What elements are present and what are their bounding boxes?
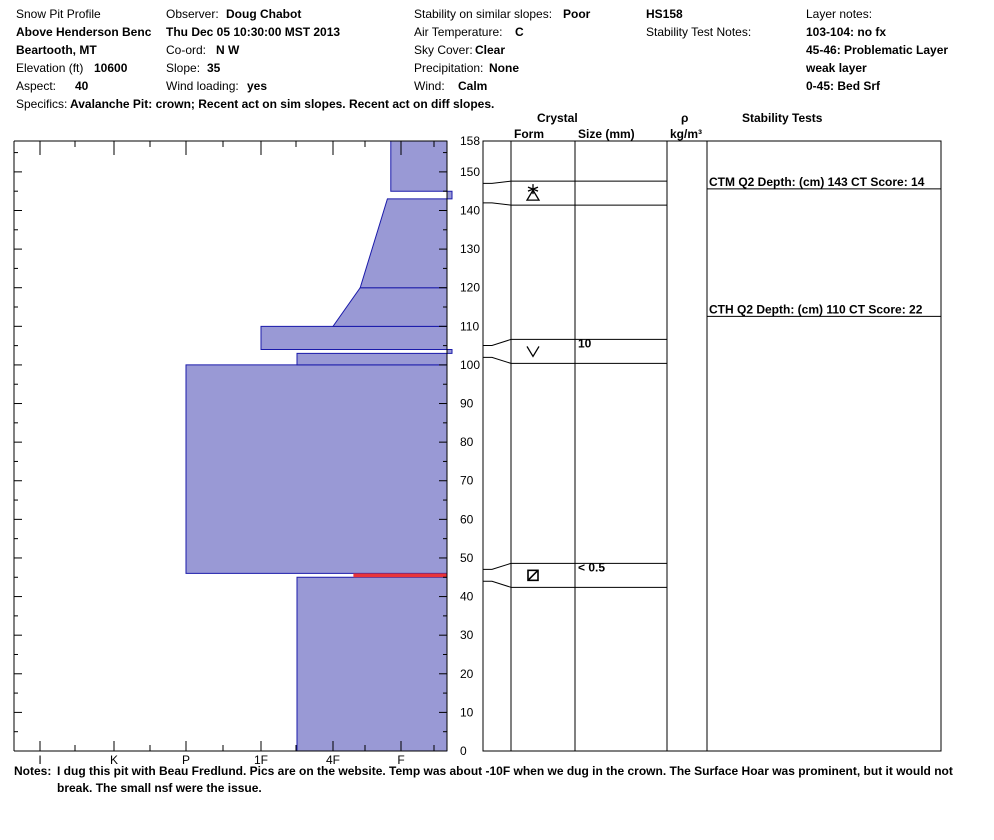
hardness-tick-label: 4F <box>326 753 340 767</box>
layer-connector <box>483 562 512 570</box>
depth-tick-label: 150 <box>460 165 480 179</box>
precip-value: None <box>489 61 519 75</box>
hardness-layer <box>390 140 448 192</box>
crystal-size-label: 10 <box>578 336 592 350</box>
depth-tick-label: 70 <box>460 474 474 488</box>
elevation-value: 10600 <box>94 61 128 75</box>
depth-hoar-icon <box>526 346 540 358</box>
slope-label: Slope: <box>166 61 201 75</box>
depth-tick-label: 0 <box>460 744 467 758</box>
wind-value: Calm <box>458 79 488 93</box>
layer-connector <box>483 180 512 184</box>
depth-tick-label: 158 <box>460 134 480 148</box>
elevation-label: Elevation (ft) <box>16 61 84 75</box>
near-surface-faceted-icon <box>527 569 539 582</box>
hardness-tick-label: K <box>110 753 118 767</box>
stability-notes-label: Stability Test Notes: <box>646 25 752 39</box>
weak-layer-band <box>353 573 447 578</box>
specifics-value: Avalanche Pit: crown; Recent act on sim … <box>70 97 495 111</box>
hardness-layer <box>332 287 448 327</box>
hardness-ticks: I K P 1F 4F F <box>38 141 435 767</box>
depth-tick-label: 100 <box>460 358 480 372</box>
stability-test-label: CTH Q2 Depth: (cm) 110 CT Score: 22 <box>709 302 923 316</box>
depth-tick-label: 20 <box>460 667 474 681</box>
notes-line-2: break. The small nsf were the issue. <box>57 781 262 795</box>
air-temp-value: C <box>515 25 524 39</box>
air-temp-label: Air Temperature: <box>414 25 503 39</box>
hardness-layer <box>185 364 448 574</box>
layer-connector <box>483 356 512 364</box>
observer-label: Observer: <box>166 7 219 21</box>
pit-datetime: Thu Dec 05 10:30:00 MST 2013 <box>166 25 341 39</box>
crystal-rows: 10 < 0.5 <box>483 180 667 588</box>
crystal-grid <box>482 140 942 752</box>
size-header: Size (mm) <box>578 127 635 141</box>
layer-connector <box>483 580 512 588</box>
depth-tick-label: 130 <box>460 242 480 256</box>
layer-connector <box>483 338 512 346</box>
wind-loading-label: Wind loading: <box>166 79 239 93</box>
hardness-layer <box>359 198 448 289</box>
layer-note: weak layer <box>806 61 867 75</box>
aspect-label: Aspect: <box>16 79 57 93</box>
stability-tests: CTM Q2 Depth: (cm) 143 CT Score: 14 CTH Q… <box>707 175 941 317</box>
depth-ticks: 0 10 20 30 40 50 60 70 80 90 100 110 120 130 140 150 158 <box>14 134 480 758</box>
crystal-header: Crystal <box>537 111 578 125</box>
depth-tick-label: 30 <box>460 628 474 642</box>
hardness-tick-label: P <box>182 753 190 767</box>
hs-value: HS158 <box>646 7 683 21</box>
hardness-layer <box>260 325 448 350</box>
precipitation-particles-icon <box>525 184 541 201</box>
hardness-frame <box>13 140 448 752</box>
layer-connector <box>483 202 512 206</box>
stability-value: Poor <box>563 7 591 21</box>
hardness-layer <box>446 348 453 354</box>
layer-note: 45-46: Problematic Layer <box>806 43 949 57</box>
sky-value: Clear <box>475 43 506 57</box>
wind-label: Wind: <box>414 79 445 93</box>
depth-tick-label: 40 <box>460 590 474 604</box>
density-unit: kg/m³ <box>670 127 703 141</box>
pit-title: Snow Pit Profile <box>16 7 101 21</box>
specifics-label: Specifics: <box>16 97 68 111</box>
stability-tests-header: Stability Tests <box>742 111 823 125</box>
wind-loading-value: yes <box>247 79 268 93</box>
notes-label: Notes: <box>14 764 52 778</box>
sky-label: Sky Cover: <box>414 43 473 57</box>
layer-note: 0-45: Bed Srf <box>806 79 881 93</box>
depth-tick-label: 80 <box>460 435 474 449</box>
layer-note: 103-104: no fx <box>806 25 887 39</box>
coord-label: Co-ord: <box>166 43 207 57</box>
depth-tick-label: 140 <box>460 203 480 217</box>
aspect-value: 40 <box>75 79 89 93</box>
hardness-tick-label: 1F <box>254 753 268 767</box>
layer-notes-label: Layer notes: <box>806 7 873 21</box>
hardness-tick-label: I <box>38 753 41 767</box>
stability-label: Stability on similar slopes: <box>414 7 553 21</box>
depth-tick-label: 60 <box>460 512 474 526</box>
depth-tick-label: 50 <box>460 551 474 565</box>
crystal-frame <box>482 140 942 752</box>
notes-line-1: I dug this pit with Beau Fredlund. Pics … <box>57 764 953 778</box>
observer-value: Doug Chabot <box>226 7 302 21</box>
depth-tick-label: 90 <box>460 397 474 411</box>
precip-label: Precipitation: <box>414 61 484 75</box>
hardness-tick-label: F <box>397 753 404 767</box>
location: Above Henderson Benc <box>16 25 152 39</box>
hardness-layer <box>446 190 453 200</box>
density-symbol: ρ <box>681 111 689 125</box>
region: Beartooth, MT <box>16 43 97 57</box>
depth-tick-label: 10 <box>460 705 474 719</box>
hardness-layer <box>296 352 448 366</box>
hardness-profile <box>185 140 453 752</box>
depth-tick-label: 110 <box>460 319 479 333</box>
stability-test-label: CTM Q2 Depth: (cm) 143 CT Score: 14 <box>709 175 925 189</box>
hardness-layer <box>296 576 448 752</box>
slope-value: 35 <box>207 61 221 75</box>
coord-value: N W <box>216 43 240 57</box>
depth-tick-label: 120 <box>460 281 480 295</box>
form-header: Form <box>514 127 544 141</box>
crystal-size-label: < 0.5 <box>578 560 605 574</box>
